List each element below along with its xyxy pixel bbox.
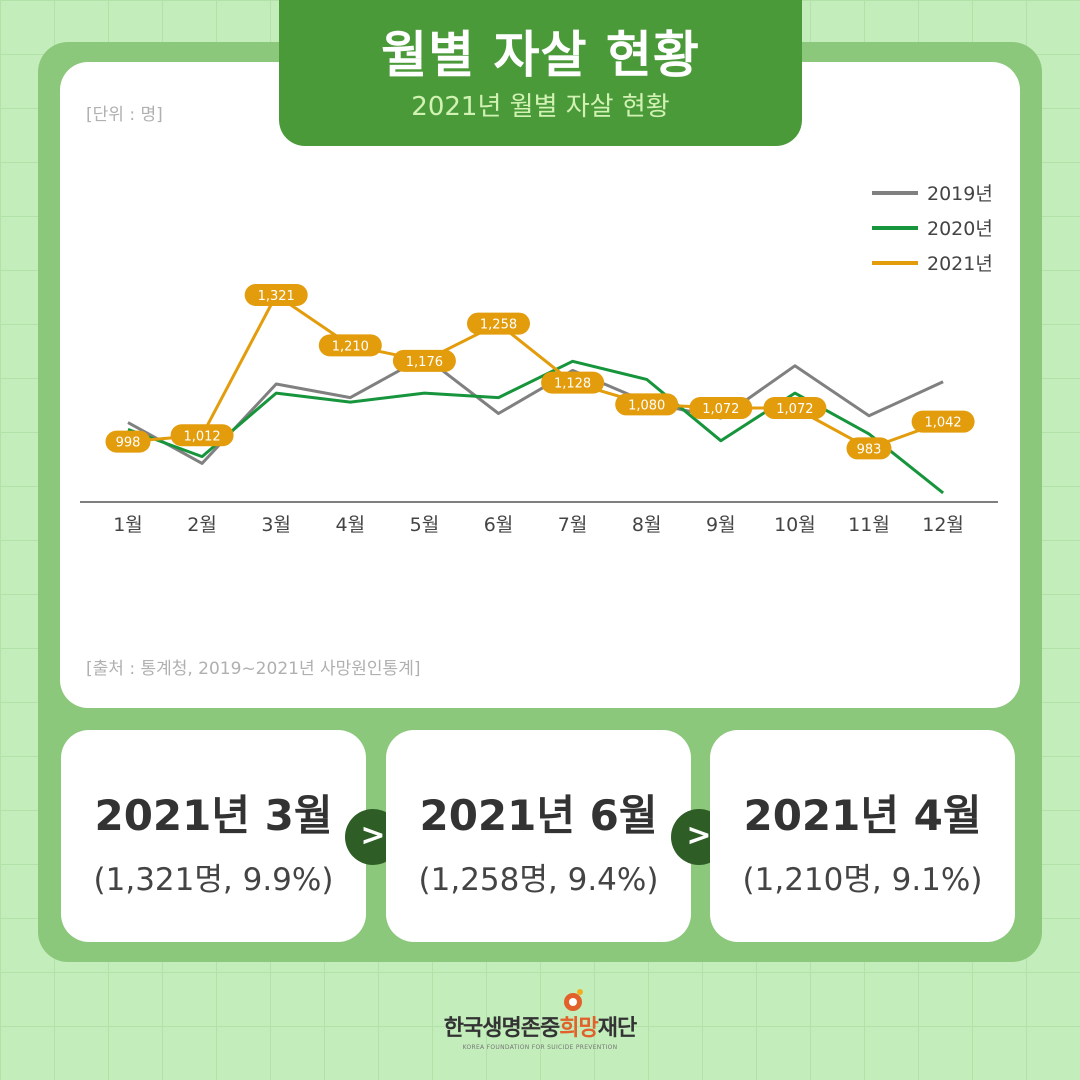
unit-label: [단위 : 명] [86, 105, 163, 125]
page-subtitle: 2021년 월별 자살 현황 [411, 92, 670, 122]
highlight-card-2: 2021년 6월 (1,258명, 9.4%) [386, 730, 691, 942]
highlight-detail: (1,258명, 9.4%) [418, 862, 659, 898]
page-title: 월별 자살 현황 [381, 26, 700, 84]
logo-name-part: 재단 [597, 1016, 637, 1041]
highlight-card-3: 2021년 4월 (1,210명, 9.1%) [710, 730, 1015, 942]
logo-name: 한국생명존중희망재단 [440, 1010, 640, 1042]
logo-mark-icon [564, 989, 583, 1011]
title-tab: 월별 자살 현황 2021년 월별 자살 현황 [279, 0, 802, 146]
highlight-title: 2021년 4월 [743, 791, 982, 840]
highlight-title: 2021년 3월 [94, 791, 333, 840]
foundation-logo: 한국생명존중희망재단 KOREA FOUNDATION FOR SUICIDE … [440, 988, 640, 1051]
logo-english: KOREA FOUNDATION FOR SUICIDE PREVENTION [462, 1044, 618, 1051]
highlight-card-1: 2021년 3월 (1,321명, 9.9%) [61, 730, 366, 942]
source-label: [출처 : 통계청, 2019~2021년 사망원인통계] [86, 659, 421, 679]
logo-name-highlight: 희망 [559, 1016, 598, 1041]
highlight-title: 2021년 6월 [419, 791, 658, 840]
highlight-detail: (1,321명, 9.9%) [93, 862, 334, 898]
highlight-detail: (1,210명, 9.1%) [742, 862, 983, 898]
logo-name-part: 한국생명존중 [443, 1016, 560, 1041]
chart-card [60, 62, 1020, 708]
